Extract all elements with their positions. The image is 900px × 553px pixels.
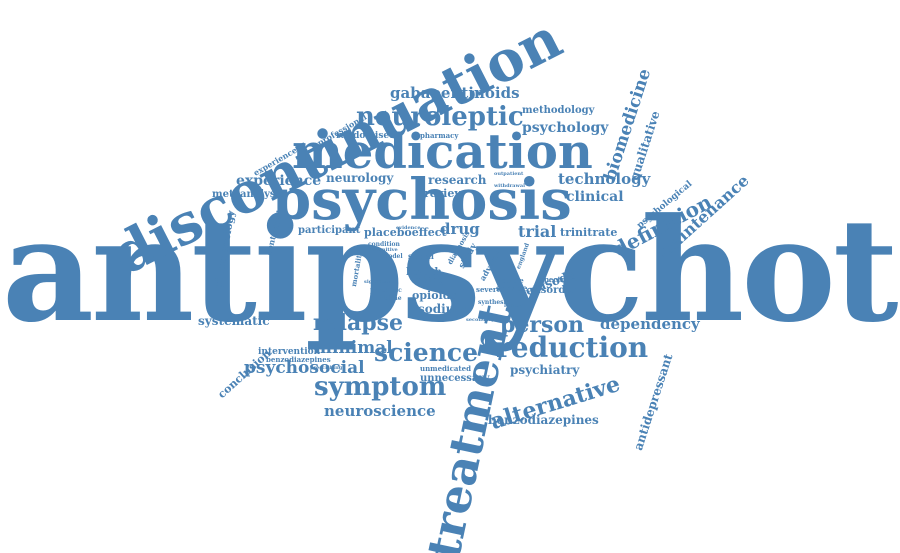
word-systematic: systematic — [198, 314, 270, 328]
word-taking: taking — [412, 276, 445, 286]
word-trinitrate: trinitrate — [560, 226, 618, 239]
word-trial: trial — [518, 222, 557, 241]
word-research: research — [428, 173, 487, 187]
word-model: model — [382, 253, 403, 260]
word-secondary: secondary — [466, 317, 495, 323]
word-severe: severe — [476, 285, 502, 294]
word-double: double — [497, 276, 524, 285]
word-reduction: reduction — [496, 331, 649, 364]
word-significant: significant — [364, 279, 394, 285]
word-neurology: neurology — [326, 171, 394, 185]
word-opioids: opioids — [412, 289, 457, 302]
word-psychosis: psychosis — [272, 167, 572, 233]
word-psychology: psychology — [522, 120, 609, 136]
word-minimal: minimal — [314, 338, 393, 358]
word-psychiatry: psychiatry — [510, 363, 580, 377]
word-symptom: symptom — [314, 372, 447, 402]
word-benzodiazepines-small: benzodiazepines — [266, 355, 331, 364]
word-service: service — [496, 283, 528, 293]
word-social: social — [408, 251, 434, 261]
word-withdrawal: withdrawal — [494, 183, 525, 189]
word-benzodiazepines: benzodiazepines — [488, 413, 599, 427]
word-pharmacy: pharmacy — [420, 131, 459, 140]
word-neuroscience: neuroscience — [324, 402, 436, 420]
word-sodium: sodium — [418, 302, 468, 316]
word-participant: participant — [298, 225, 361, 236]
word-related: related — [504, 303, 524, 309]
word-placeboeffect: placeboeffect — [364, 226, 447, 239]
word-unnecessary: unnecessary — [420, 373, 490, 384]
word-prescribing: prescribing — [310, 365, 343, 371]
word-review: review — [424, 187, 464, 200]
word-methodology: methodology — [522, 105, 595, 116]
word-condition: condition — [368, 241, 400, 248]
word-randomised: randomised — [336, 131, 396, 141]
word-cognitive: cognitive — [372, 247, 398, 253]
word-neuroleptic: neuroleptic — [356, 102, 524, 132]
word-disorder: disorder — [530, 285, 577, 296]
word-evidence: evidence — [396, 225, 421, 231]
word-science: science — [374, 338, 479, 367]
word-unmedicated: unmedicated — [420, 364, 471, 373]
word-experience: experience — [236, 173, 322, 189]
word-health: health — [406, 267, 442, 278]
word-antipsychotic: antipsychotic — [2, 188, 900, 354]
word-psychotic: psychotic — [370, 287, 402, 294]
word-synthesis: synthesis — [478, 299, 510, 306]
word-clinical: clinical — [566, 189, 624, 205]
word-intervention: intervention — [258, 347, 321, 357]
word-technology: technology — [558, 170, 651, 188]
word-relapse: relapse — [313, 310, 403, 336]
word-spectrum: spectrum — [540, 275, 577, 284]
word-dependency: dependency — [600, 315, 700, 333]
word-antidepressant: antidepressant — [631, 352, 676, 453]
word-guideline: guideline — [370, 295, 402, 302]
word-metaanalysis: metaanalysis — [212, 189, 285, 200]
word-outpatient: outpatient — [494, 171, 524, 177]
word-medication: medication — [292, 124, 593, 180]
word-person: person — [500, 312, 585, 338]
word-psychosocial: psychosocial — [244, 358, 365, 378]
word-gabapentinoids: gabapentinoids — [390, 84, 520, 102]
word-drug: drug — [440, 220, 480, 238]
